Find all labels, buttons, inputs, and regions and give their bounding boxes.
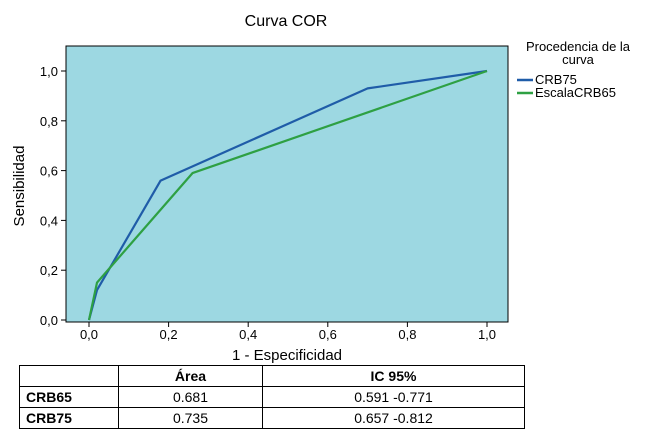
y-axis: 0,0 0,2 0,4 0,6 0,8 1,0 — [40, 64, 66, 328]
area-value: 0.735 — [119, 408, 263, 429]
y-axis-label: Sensibilidad — [11, 146, 28, 227]
ci-value: 0.591 -0.771 — [263, 387, 525, 408]
x-axis: 0,0 0,2 0,4 0,6 0,8 1,0 — [80, 322, 496, 342]
table-header-row: Área IC 95% — [20, 366, 525, 387]
x-axis-label: 1 - Especificidad — [232, 347, 342, 364]
y-tick-label: 1,0 — [40, 64, 58, 79]
x-tick-label: 0,0 — [80, 327, 98, 342]
y-tick-label: 0,4 — [40, 213, 58, 228]
table-header-area: Área — [119, 366, 263, 387]
table-header-ci: IC 95% — [263, 366, 525, 387]
x-tick-label: 0,2 — [160, 327, 178, 342]
legend-title: Procedencia de la curva — [526, 39, 631, 67]
row-label: CRB75 — [20, 408, 119, 429]
x-tick-label: 0,4 — [239, 327, 257, 342]
x-tick-label: 1,0 — [478, 327, 496, 342]
table-header-empty — [20, 366, 119, 387]
chart-title: Curva COR — [245, 13, 328, 30]
auc-table: Área IC 95% CRB65 0.681 0.591 -0.771 CRB… — [19, 365, 525, 429]
y-tick-label: 0,6 — [40, 164, 58, 179]
y-tick-label: 0,0 — [40, 313, 58, 328]
row-label: CRB65 — [20, 387, 119, 408]
legend-entry: EscalaCRB65 — [535, 85, 616, 100]
x-tick-label: 0,6 — [319, 327, 337, 342]
table-row: CRB75 0.735 0.657 -0.812 — [20, 408, 525, 429]
y-tick-label: 0,2 — [40, 263, 58, 278]
ci-value: 0.657 -0.812 — [263, 408, 525, 429]
x-tick-label: 0,8 — [398, 327, 416, 342]
table-row: CRB65 0.681 0.591 -0.771 — [20, 387, 525, 408]
y-tick-label: 0,8 — [40, 114, 58, 129]
roc-chart: Curva COR 0,0 0,2 0,4 0,6 0,8 1,0 0,00,20,40,… — [0, 0, 646, 365]
area-value: 0.681 — [119, 387, 263, 408]
